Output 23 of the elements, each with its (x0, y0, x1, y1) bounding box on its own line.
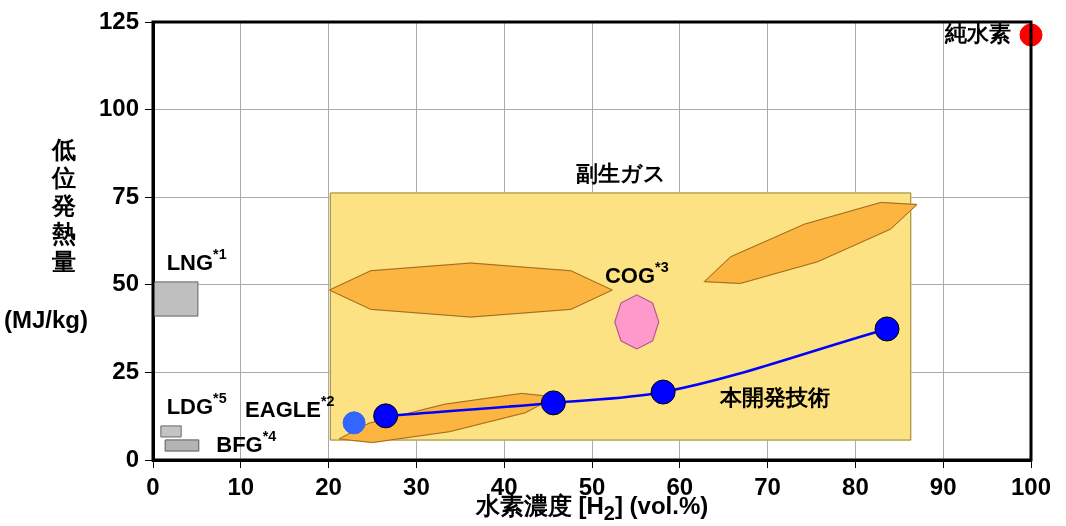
y-tick-label: 0 (125, 444, 139, 472)
point (373, 403, 399, 429)
series-label: 純水素 (944, 21, 1011, 47)
x-tick-label: 0 (146, 473, 160, 501)
point (540, 390, 566, 416)
y-tick-label: 75 (112, 181, 139, 209)
x-tick-label: 100 (1010, 473, 1052, 501)
point (874, 316, 900, 342)
series-label: 副生ガス (575, 161, 666, 187)
x-tick-label: 70 (754, 473, 781, 501)
x-tick-label: 80 (842, 473, 869, 501)
series-label: 本開発技術 (719, 384, 831, 410)
text: 低位発熱量 (MJ/kg) (4, 136, 88, 333)
point (650, 379, 676, 405)
y-tick-label: 50 (112, 269, 139, 297)
x-tick-label: 10 (227, 473, 255, 501)
x-tick-label: 20 (315, 473, 342, 501)
x-tick-label: 30 (403, 473, 430, 501)
point (342, 411, 366, 435)
y-tick-label: 125 (98, 6, 139, 34)
y-tick-label: 100 (98, 94, 139, 122)
y-tick-label: 25 (112, 357, 139, 385)
x-tick-label: 90 (929, 473, 957, 501)
